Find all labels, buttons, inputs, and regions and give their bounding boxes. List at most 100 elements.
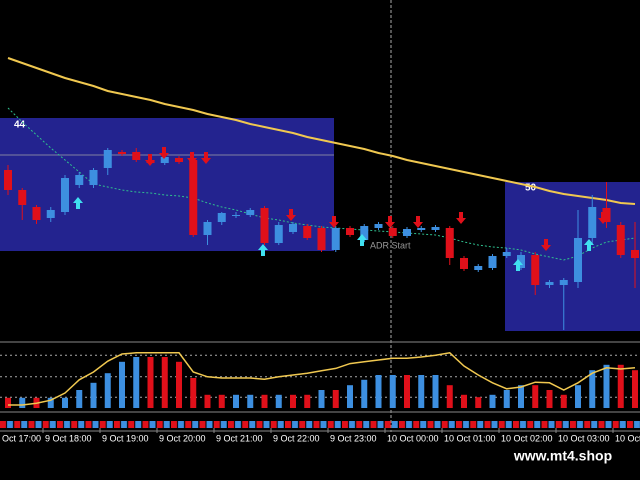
candle-body bbox=[4, 170, 12, 190]
candle-body bbox=[103, 150, 112, 168]
candle-body bbox=[32, 207, 41, 220]
x-tick-label: 9 Oct 18:00 bbox=[45, 433, 92, 443]
candle-body bbox=[616, 225, 625, 255]
candle-body bbox=[61, 178, 69, 212]
candle-body bbox=[502, 252, 511, 256]
candle-body bbox=[18, 190, 27, 205]
candle-body bbox=[289, 224, 297, 232]
sell-arrow bbox=[456, 212, 466, 224]
histogram-bar bbox=[119, 361, 125, 408]
candle-body bbox=[246, 210, 255, 215]
watermark: www.mt4.shop bbox=[513, 448, 612, 464]
x-tick-label: 10 Oct 04:00 bbox=[615, 433, 640, 443]
histogram-bar bbox=[176, 361, 182, 408]
buy-arrow bbox=[513, 259, 523, 271]
candle-body bbox=[374, 224, 383, 228]
sell-arrow bbox=[145, 154, 155, 166]
histogram-bar bbox=[204, 394, 211, 408]
candle-body bbox=[189, 160, 198, 235]
candle-body bbox=[232, 215, 240, 216]
histogram-bar bbox=[461, 394, 467, 408]
candle-body bbox=[260, 208, 269, 243]
histogram-bar bbox=[475, 397, 482, 408]
histogram-bar bbox=[62, 397, 68, 408]
histogram-bar bbox=[104, 373, 111, 408]
candle-body bbox=[559, 280, 568, 285]
histogram-bar bbox=[19, 397, 26, 408]
histogram-bar bbox=[503, 390, 510, 408]
candle-body bbox=[602, 208, 611, 222]
candle-body bbox=[317, 228, 326, 250]
candle-body bbox=[631, 250, 639, 258]
histogram-bar bbox=[133, 357, 140, 408]
buy-arrow bbox=[73, 197, 83, 209]
x-tick-label: 9 Oct 23:00 bbox=[330, 433, 377, 443]
sell-arrow bbox=[385, 216, 395, 228]
sell-arrow bbox=[541, 239, 551, 251]
signal-strip bbox=[0, 421, 640, 428]
candle-body bbox=[545, 282, 554, 285]
sell-arrow bbox=[201, 152, 211, 164]
sell-arrow bbox=[286, 209, 296, 221]
x-tick-label: 9 Oct 22:00 bbox=[273, 433, 320, 443]
sell-arrow bbox=[413, 216, 423, 228]
candle-body bbox=[203, 222, 212, 235]
histogram-bar bbox=[190, 378, 197, 408]
histogram-bar bbox=[76, 390, 83, 408]
histogram-bar bbox=[361, 379, 368, 408]
x-tick-label: Oct 17:00 bbox=[2, 433, 41, 443]
histogram-bar bbox=[389, 375, 396, 408]
histogram-bar bbox=[161, 357, 168, 408]
candle-body bbox=[346, 228, 354, 235]
histogram-bar bbox=[632, 370, 638, 408]
box-label: 50 bbox=[525, 183, 537, 194]
histogram-bar bbox=[446, 385, 453, 408]
candle-body bbox=[46, 210, 55, 218]
sell-arrow bbox=[159, 147, 169, 159]
histogram-bar bbox=[347, 385, 353, 408]
histogram-bar bbox=[575, 385, 581, 408]
moving-average bbox=[7, 57, 636, 205]
candle-body bbox=[517, 255, 525, 268]
candle-body bbox=[588, 207, 597, 238]
x-tick-label: 10 Oct 01:00 bbox=[444, 433, 496, 443]
histogram-bar bbox=[489, 394, 496, 408]
histogram-bar bbox=[589, 370, 596, 408]
histogram-bar bbox=[247, 394, 254, 408]
histogram-bar bbox=[290, 394, 296, 408]
candle-body bbox=[89, 170, 98, 185]
histogram-bar bbox=[218, 394, 225, 408]
candle-body bbox=[488, 256, 497, 268]
sell-arrow bbox=[329, 216, 339, 228]
candle-body bbox=[132, 152, 141, 160]
candle-body bbox=[474, 266, 483, 270]
histogram-bar bbox=[418, 375, 425, 408]
histogram-bar bbox=[233, 394, 239, 408]
candle-body bbox=[403, 229, 411, 236]
candle-body bbox=[274, 225, 283, 243]
candle-body bbox=[574, 238, 582, 282]
histogram-bar bbox=[318, 390, 325, 408]
histogram-bar bbox=[603, 364, 610, 408]
histogram-bar bbox=[404, 375, 410, 408]
adr-box bbox=[0, 118, 334, 251]
candle-body bbox=[331, 228, 340, 250]
histogram-bar bbox=[47, 397, 54, 408]
histogram-bar bbox=[518, 385, 524, 408]
candle-body bbox=[431, 227, 440, 230]
candle-body bbox=[175, 158, 183, 162]
candle-body bbox=[531, 255, 540, 285]
watermark-box bbox=[496, 444, 630, 470]
x-tick-label: 10 Oct 00:00 bbox=[387, 433, 439, 443]
annotation: ADR Start bbox=[370, 240, 411, 250]
buy-arrow bbox=[258, 244, 268, 256]
sell-arrow bbox=[598, 212, 608, 224]
x-tick-label: 10 Oct 02:00 bbox=[501, 433, 553, 443]
candle-body bbox=[360, 226, 369, 240]
buy-arrow bbox=[357, 234, 367, 246]
candle-body bbox=[75, 175, 84, 185]
candle-body bbox=[417, 228, 426, 230]
histogram-bar bbox=[275, 394, 282, 408]
